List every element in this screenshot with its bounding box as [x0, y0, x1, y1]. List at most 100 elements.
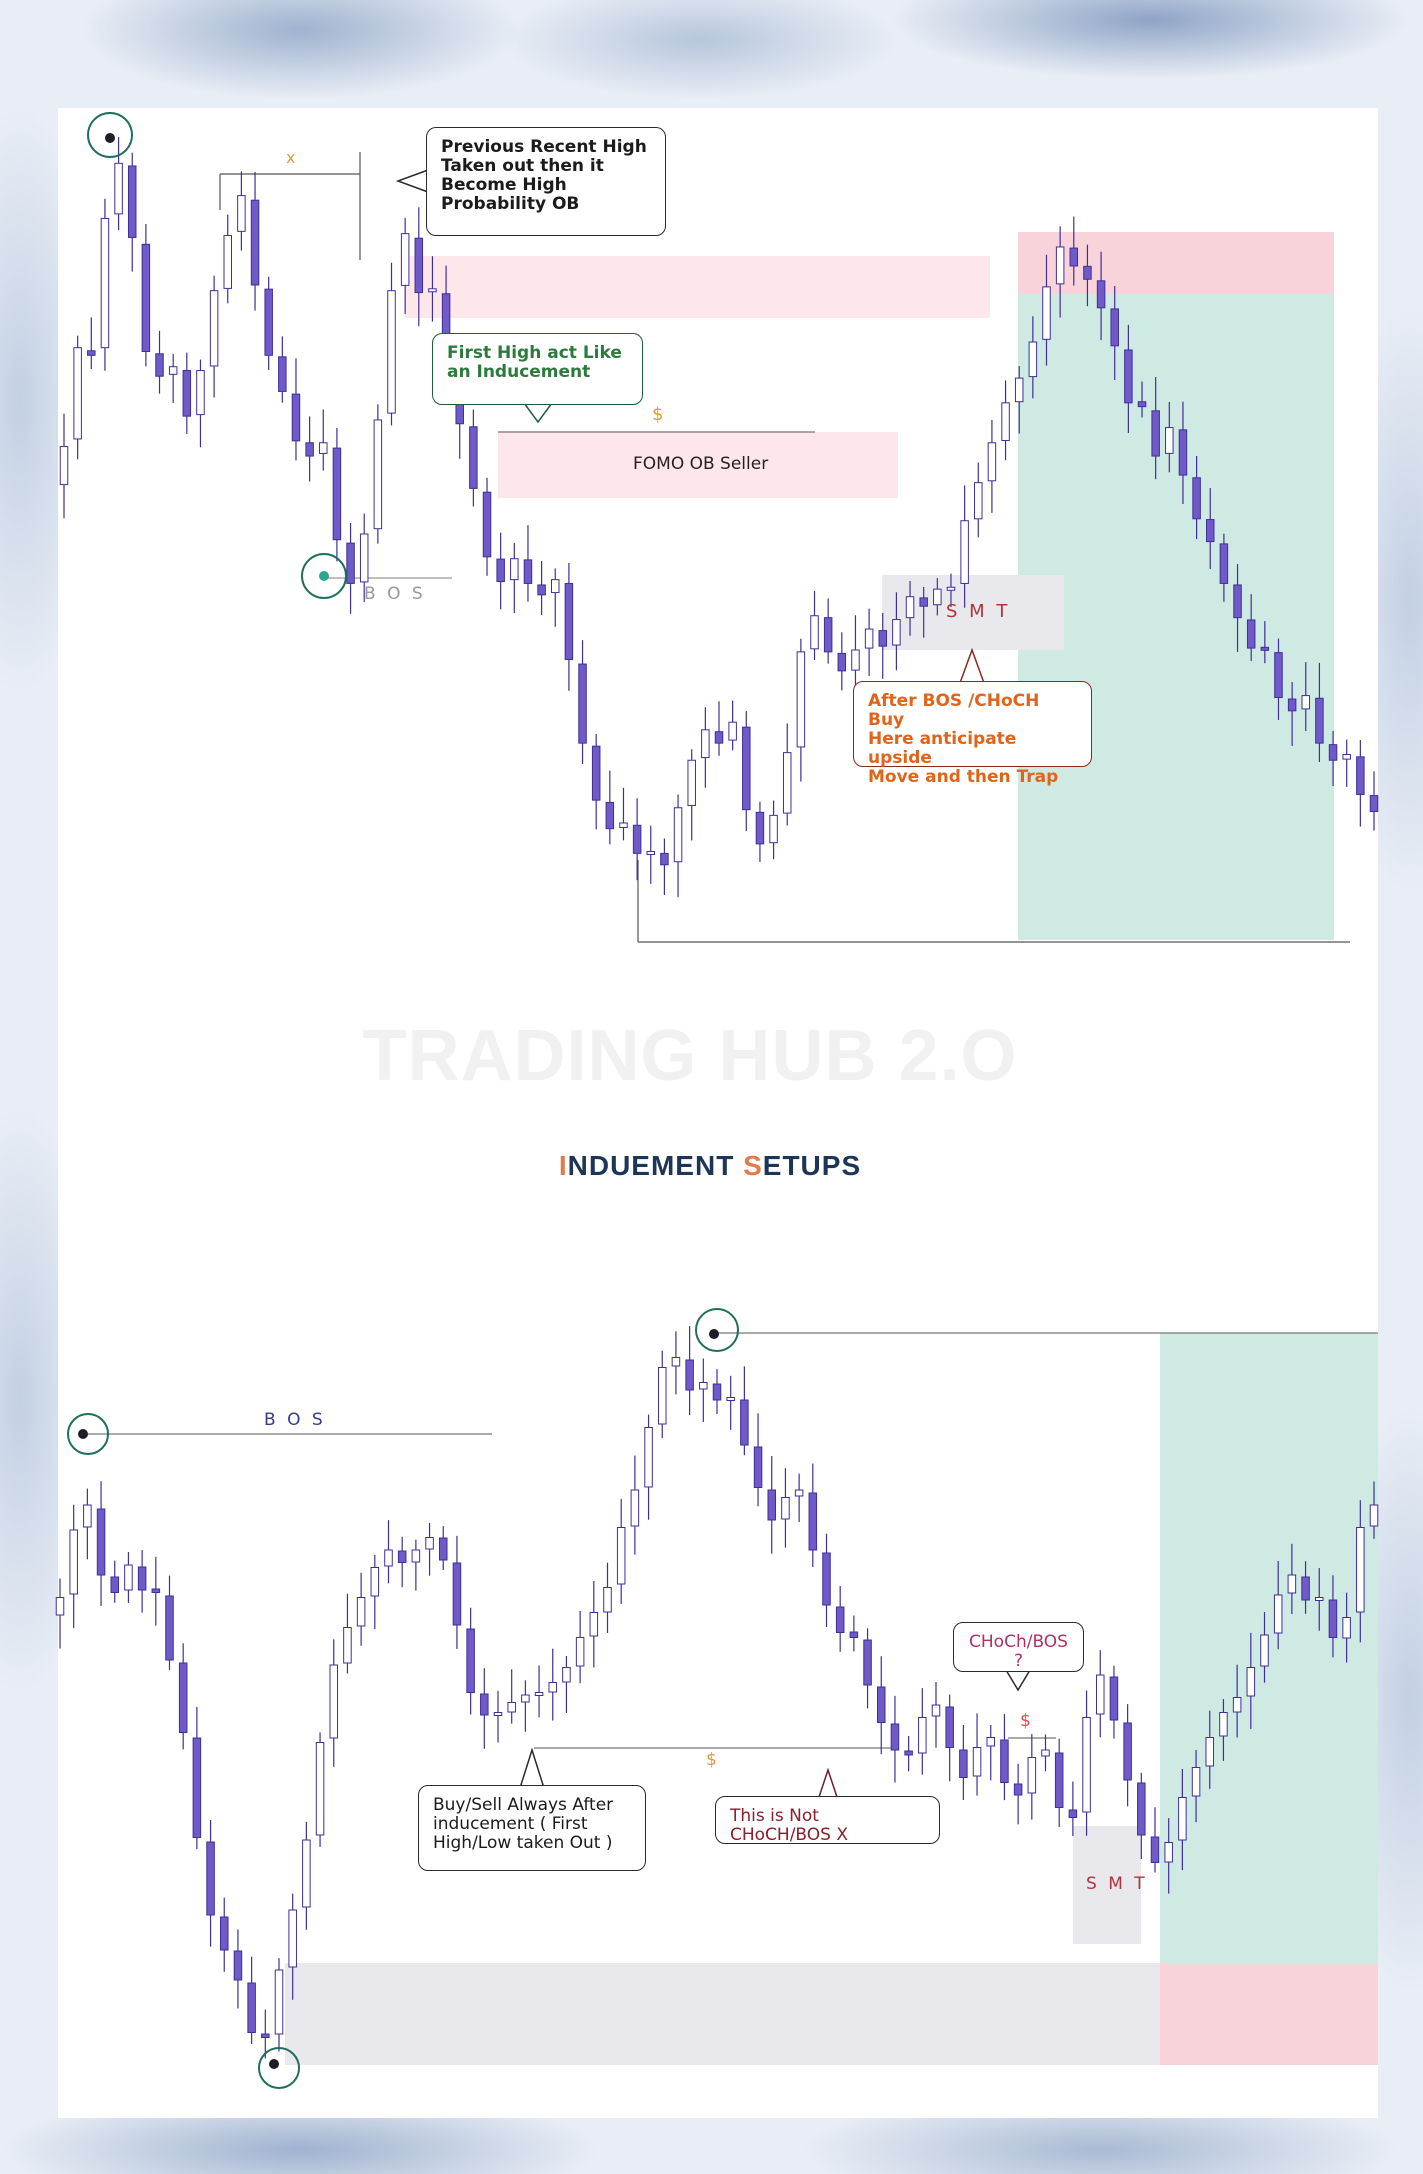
swing-low-dot	[319, 571, 329, 581]
bos-label-top: B O S	[364, 584, 426, 604]
candle-body	[878, 630, 888, 647]
candle-body	[1001, 402, 1010, 441]
candle-body	[155, 353, 164, 377]
candle-body	[496, 558, 505, 583]
dollar-label-1: $	[1020, 1711, 1031, 1731]
candle-body	[1356, 756, 1365, 795]
candle-body	[114, 162, 123, 215]
candle-body	[1192, 477, 1201, 520]
candle-body	[578, 663, 587, 744]
candle-body	[209, 290, 219, 367]
candle-body	[960, 520, 969, 584]
callout-inducement: First High act Like an Inducement	[432, 333, 643, 405]
candle-body	[359, 533, 369, 583]
candle-body	[1233, 584, 1242, 619]
swing-low-circle	[301, 553, 347, 599]
candle-body	[141, 243, 151, 353]
candle-body	[864, 628, 874, 649]
candle-body	[1178, 429, 1188, 476]
section-title-second-rest: ETUPS	[762, 1150, 862, 1181]
candle-body	[291, 393, 301, 442]
candle-body	[1042, 286, 1051, 340]
candle-body	[346, 542, 355, 584]
candle-body	[387, 290, 396, 414]
candle-body	[1083, 265, 1092, 280]
candle-body	[823, 617, 833, 653]
section-title-first-letter: I	[558, 1150, 568, 1181]
callout-pointer-previous-high	[395, 168, 429, 194]
fomo-ob-zone	[498, 432, 898, 498]
candle-body	[660, 852, 669, 866]
candle-body	[673, 807, 683, 863]
candle-body	[1205, 519, 1215, 543]
candle-body	[400, 233, 410, 286]
candle-body	[1165, 427, 1174, 454]
candle-body	[1328, 744, 1338, 761]
candle-body	[619, 822, 628, 829]
dollar-label-2: $	[706, 1750, 717, 1770]
candle-body	[564, 582, 574, 660]
watermark: TRADING HUB 2.O	[362, 1016, 1018, 1096]
candle-body	[1274, 652, 1283, 699]
fomo-ob-label: FOMO OB Seller	[633, 454, 769, 474]
callout-previous-high: Previous Recent High Taken out then it B…	[426, 127, 666, 236]
callout-pointer-inducement	[522, 402, 554, 424]
candle-body	[919, 597, 928, 607]
chart-top	[59, 112, 1379, 943]
candle-body	[182, 370, 192, 417]
candle-body	[319, 442, 328, 454]
candle-body	[87, 350, 96, 356]
candle-body	[1301, 695, 1311, 710]
candle-body	[1069, 247, 1079, 267]
candle-body	[769, 814, 778, 844]
dollar-label-top: $	[652, 404, 664, 425]
candle-body	[892, 619, 901, 646]
candle-body	[1219, 543, 1229, 584]
candle-body	[482, 491, 492, 558]
candle-body	[742, 726, 751, 811]
candle-body	[373, 419, 383, 530]
candle-body	[278, 356, 287, 392]
callout-not-choch: This is Not CHoCH/BOS X	[715, 1796, 940, 1845]
stop-loss-zone	[1018, 232, 1334, 294]
x-range-label: x	[286, 148, 296, 167]
candle-body	[837, 652, 847, 672]
candle-body	[591, 745, 601, 801]
candle-body	[728, 721, 737, 741]
smt-label-bottom: S M T	[1086, 1874, 1148, 1894]
candle-body	[127, 165, 137, 238]
candle-body	[714, 731, 724, 744]
candle-body	[1369, 795, 1379, 813]
bos-label-bottom: B O S	[264, 1410, 326, 1430]
candle-body	[687, 759, 696, 806]
candle-body	[469, 426, 478, 489]
candle-body	[237, 195, 246, 232]
candle-body	[537, 584, 546, 596]
candle-body	[851, 649, 860, 671]
candle-body	[73, 347, 82, 440]
candle-body	[1096, 280, 1106, 309]
candle-body	[905, 596, 915, 619]
candle-body	[646, 850, 656, 855]
candle-body	[755, 811, 765, 845]
candle-body	[100, 217, 110, 349]
candle-body	[987, 442, 997, 482]
candle-body	[946, 586, 956, 591]
candle-body	[196, 370, 205, 416]
candle-body	[550, 579, 560, 594]
candle-body	[59, 446, 69, 486]
candle-body	[1137, 401, 1147, 408]
candle-body	[168, 366, 178, 375]
candle-body	[264, 288, 273, 356]
candle-body	[1151, 410, 1160, 457]
candle-body	[1110, 308, 1119, 347]
candle-body	[1246, 619, 1256, 649]
candle-body	[414, 237, 424, 294]
swing-high-dot	[105, 133, 115, 143]
candle-body	[933, 588, 942, 606]
candle-body	[605, 801, 615, 830]
smt-label-top: S M T	[946, 601, 1011, 622]
callout-buy-sell: Buy/Sell Always After inducement ( First…	[418, 1785, 646, 1871]
candle-body	[1260, 646, 1270, 651]
candle-body	[782, 752, 792, 814]
